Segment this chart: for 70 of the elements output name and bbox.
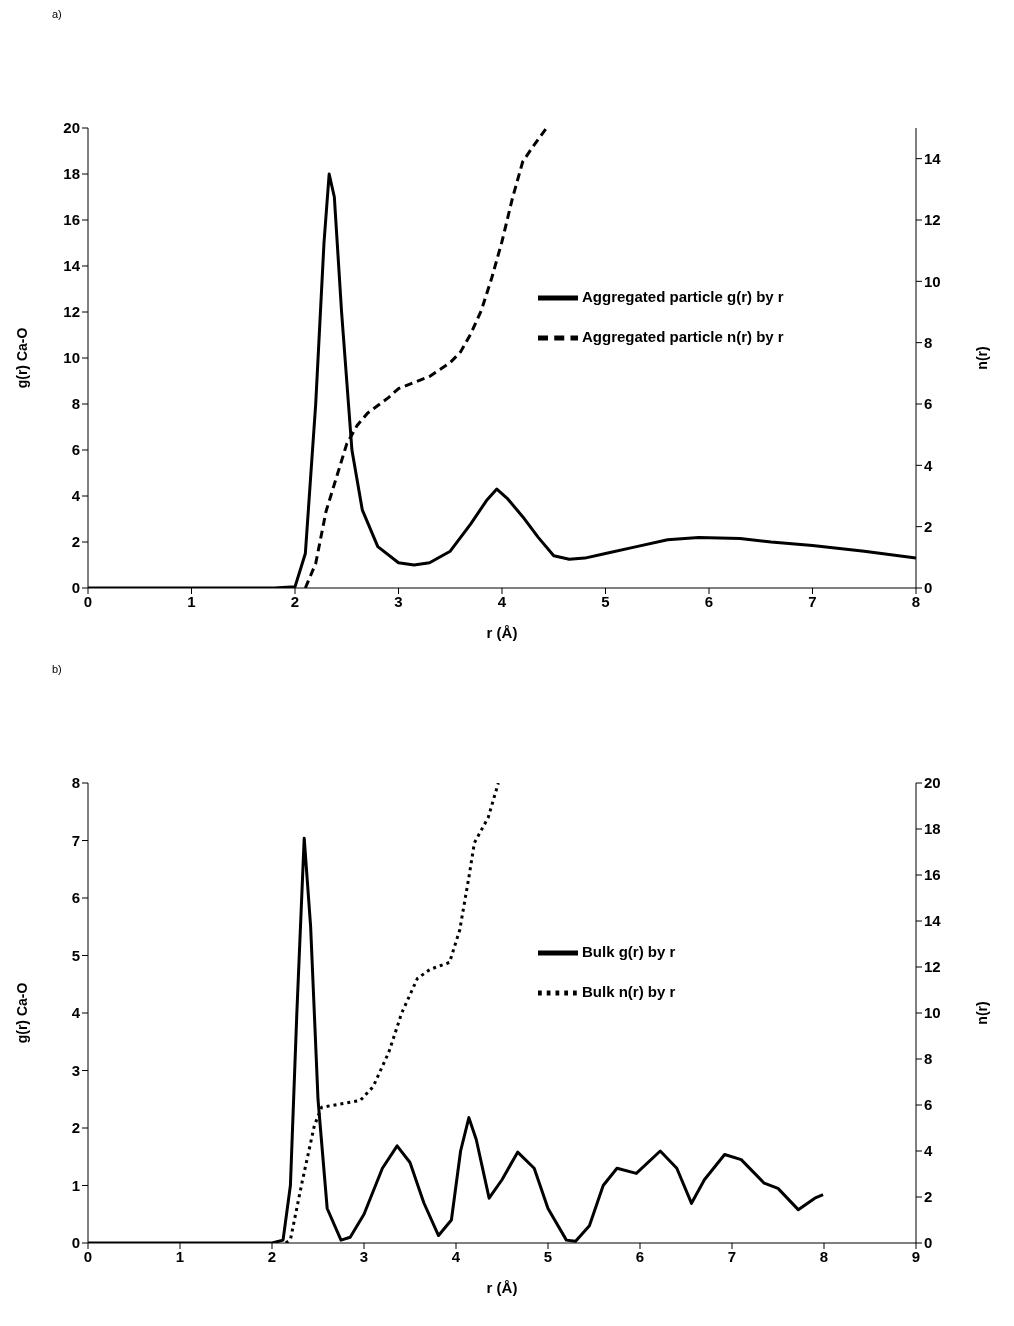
x-axis-title: r (Å) [486,624,518,641]
legend-label: Aggregated particle n(r) by r [582,327,784,345]
y2-axis-title: n(r) [973,346,990,370]
y-tick-label: 14 [63,257,81,275]
y-tick-label: 18 [63,165,80,183]
y2-tick-label: 14 [924,912,942,930]
y-tick-label: 2 [71,1119,80,1137]
x-tick-label: 1 [187,592,196,610]
y2-tick-label: 6 [924,395,933,413]
y2-tick-label: 8 [924,333,933,351]
y-tick-label: 20 [63,119,80,137]
y-tick-label: 8 [71,774,80,792]
y-tick-label: 7 [71,831,80,849]
y-tick-label: 8 [71,395,80,413]
x-tick-label: 2 [267,1247,277,1265]
y-tick-label: 6 [71,441,80,459]
x-tick-label: 8 [911,592,921,610]
x-tick-label: 5 [601,592,610,610]
x-tick-label: 0 [83,1247,93,1265]
x-tick-label: 3 [394,592,403,610]
y-tick-label: 4 [71,1004,81,1022]
legend-label: Bulk n(r) by r [582,982,676,1000]
x-tick-label: 5 [543,1247,553,1265]
y-tick-label: 1 [71,1176,80,1194]
y-tick-label: 5 [71,946,80,964]
y2-tick-label: 8 [924,1050,933,1068]
y-tick-label: 0 [71,1234,80,1252]
y-tick-label: 3 [71,1061,80,1079]
y2-tick-label: 0 [924,579,933,597]
y2-tick-label: 2 [924,1188,933,1206]
x-tick-label: 6 [635,1247,645,1265]
y-tick-label: 6 [71,889,80,907]
y2-tick-label: 18 [924,820,941,838]
y2-tick-label: 16 [924,866,941,884]
y-tick-label: 2 [71,533,80,551]
x-tick-label: 4 [497,592,507,610]
y2-tick-label: 0 [924,1234,933,1252]
y2-tick-label: 4 [924,1142,933,1160]
x-tick-label: 1 [175,1247,185,1265]
x-tick-label: 7 [808,592,817,610]
y-axis-title: g(r) Ca-O [13,327,30,389]
y2-tick-label: 10 [924,1004,941,1022]
legend-label: Aggregated particle g(r) by r [582,287,784,305]
x-tick-label: 9 [911,1247,921,1265]
y2-tick-label: 14 [924,149,942,167]
y2-tick-label: 6 [924,1096,933,1114]
y2-tick-label: 2 [924,517,933,535]
chart-title: a) [51,8,63,22]
x-tick-label: 0 [83,592,93,610]
x-tick-label: 4 [451,1247,461,1265]
x-tick-label: 7 [727,1247,737,1265]
y-tick-label: 12 [63,303,80,321]
x-axis-title: r (Å) [486,1279,518,1296]
y2-axis-title: n(r) [973,1001,990,1025]
y-tick-label: 10 [63,349,80,367]
y-tick-label: 16 [63,211,80,229]
y2-tick-label: 12 [924,958,941,976]
y-tick-label: 0 [71,579,80,597]
y-tick-label: 4 [71,487,81,505]
y2-tick-label: 20 [924,774,941,792]
chart-title: b) [51,663,63,677]
legend-label: Bulk g(r) by r [582,942,676,960]
y2-tick-label: 4 [924,456,933,474]
y2-tick-label: 12 [924,211,941,229]
x-tick-label: 8 [819,1247,829,1265]
y-axis-title: g(r) Ca-O [13,982,30,1044]
x-tick-label: 6 [704,592,714,610]
x-tick-label: 2 [290,592,300,610]
y2-tick-label: 10 [924,272,941,290]
x-tick-label: 3 [359,1247,369,1265]
